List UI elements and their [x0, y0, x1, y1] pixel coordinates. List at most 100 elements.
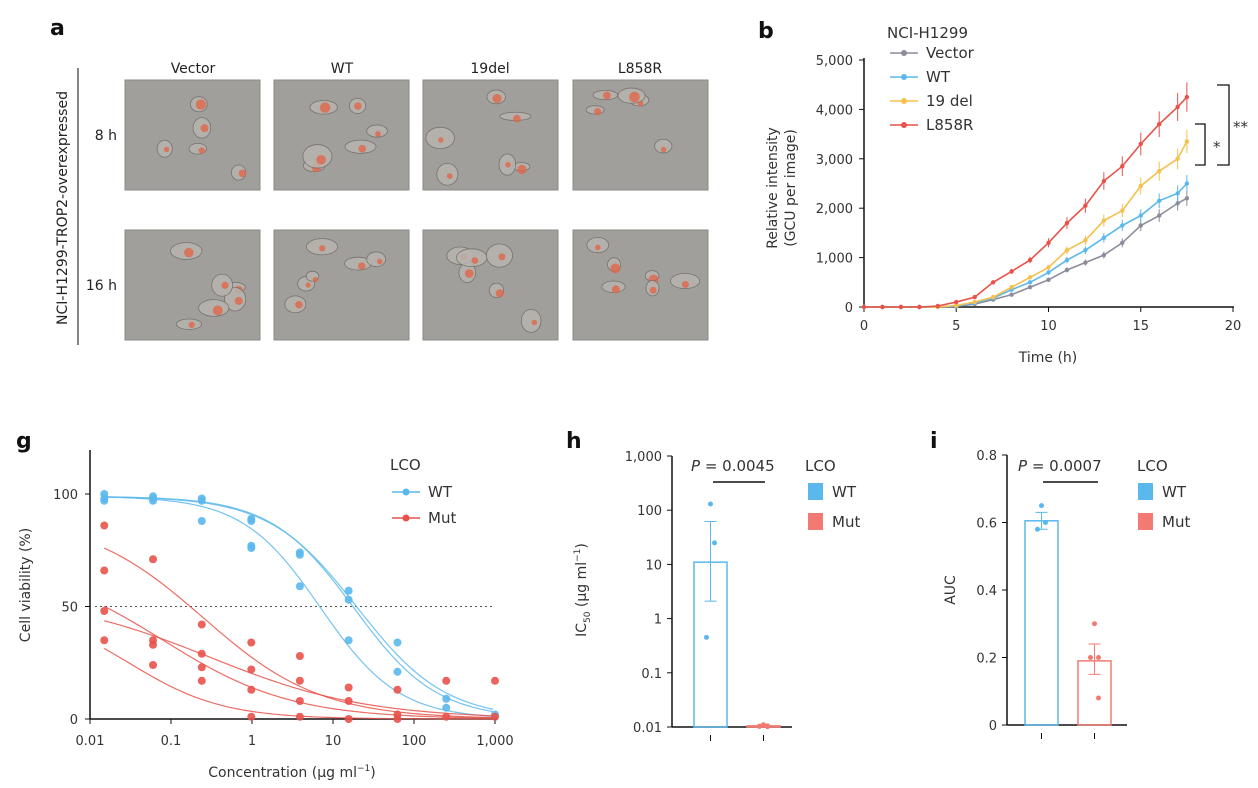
- x-tick-label-b: 0: [860, 319, 868, 334]
- data-point-mut: [197, 649, 206, 658]
- data-point-wt: [247, 544, 256, 552]
- red-fluorescence: [681, 281, 689, 289]
- data-point-mut: [295, 676, 304, 685]
- data-point-mut: [100, 566, 109, 575]
- data-point: [1157, 198, 1162, 203]
- legend-label: L858R: [926, 116, 973, 134]
- data-point: [1157, 168, 1162, 174]
- data-point-mut: [247, 638, 256, 647]
- red-fluorescence: [357, 262, 366, 270]
- y-tick-label: 1,000: [625, 450, 662, 465]
- y-axis-label-b-line2: (GCU per image): [783, 129, 799, 247]
- data-point: [1064, 267, 1070, 273]
- legend-label: WT: [832, 483, 857, 501]
- data-point: [1064, 220, 1070, 226]
- x-axis-label-g: Concentration (μg ml−1): [208, 764, 375, 781]
- data-point-mut: [247, 712, 256, 721]
- data-point-mut: [149, 640, 158, 649]
- y-axis-label-h-rest: (μg ml: [574, 562, 590, 612]
- y-tick-label: 0.1: [641, 667, 662, 682]
- data-point-mut: [197, 676, 206, 685]
- data-point: [990, 294, 996, 300]
- data-point: [1175, 201, 1180, 206]
- red-fluorescence: [531, 319, 538, 326]
- series-line-19del: [864, 141, 1188, 308]
- image-background: [273, 229, 410, 341]
- y-tick-label: 0: [989, 719, 997, 734]
- legend-marker: [901, 74, 907, 80]
- red-fluorescence: [446, 173, 453, 179]
- data-point-wt: [100, 496, 109, 505]
- data-point-wt: [149, 496, 158, 505]
- x-tick-label-g: 0.01: [76, 734, 105, 749]
- red-fluorescence: [498, 253, 506, 261]
- x-axis-label-g-main: Concentration (μg ml: [208, 765, 357, 781]
- data-point: [954, 299, 959, 305]
- red-fluorescence: [602, 91, 611, 100]
- data-point: [1009, 269, 1014, 274]
- data-point-mut: [295, 697, 304, 705]
- data-point: [898, 304, 904, 310]
- y-tick-label: 100: [637, 504, 662, 519]
- data-point: [1101, 252, 1107, 258]
- red-fluorescence: [660, 146, 667, 153]
- x-axis-label-g-end: ): [370, 765, 375, 781]
- data-point: [1088, 655, 1093, 660]
- red-fluorescence: [221, 281, 229, 289]
- red-fluorescence: [471, 257, 479, 264]
- cell: [302, 144, 333, 169]
- x-axis-label-g-sup: −1: [357, 764, 370, 774]
- data-point: [1092, 621, 1097, 627]
- red-fluorescence: [629, 91, 640, 103]
- data-point: [1035, 526, 1040, 532]
- y-tick-label: 0.6: [976, 517, 997, 532]
- data-point: [1120, 240, 1125, 245]
- data-point: [1138, 223, 1143, 228]
- panel-i: i AUC P = 0.0007 LCO 0 0.2 0.4 0.6 0.8 WT Mut: [930, 429, 1190, 739]
- data-point: [1096, 655, 1101, 660]
- y-tick-label: 0.2: [976, 652, 997, 667]
- legend-label: Mut: [428, 509, 456, 527]
- red-fluorescence: [212, 305, 223, 316]
- x-tick-label-g: 0.1: [161, 734, 182, 749]
- pvalue-h-text: = 0.0045: [700, 457, 775, 475]
- y-tick-label-b: 2,000: [816, 202, 853, 217]
- red-fluorescence: [316, 155, 326, 165]
- data-point-mut: [442, 712, 451, 721]
- x-tick-label-b: 20: [1225, 319, 1242, 334]
- x-axis-label-b: Time (h): [1018, 350, 1078, 366]
- legend-marker: [901, 50, 907, 56]
- data-point: [1083, 247, 1088, 253]
- legend-marker: [402, 488, 410, 496]
- panel-b: b NCI-H1299 Relative intensity (GCU per …: [758, 19, 1249, 366]
- data-point: [990, 280, 996, 285]
- data-point: [1096, 695, 1101, 701]
- data-point: [861, 304, 867, 310]
- data-point-wt: [344, 586, 353, 595]
- pvalue-h: P = 0.0045: [691, 457, 775, 475]
- red-fluorescence: [610, 263, 621, 274]
- data-point-mut: [491, 676, 499, 685]
- legend-label: Mut: [832, 513, 860, 531]
- data-point: [1039, 503, 1044, 509]
- data-point: [1120, 164, 1125, 169]
- legend-swatch-wt: [808, 483, 823, 500]
- data-point: [1138, 213, 1143, 218]
- data-point-wt: [197, 517, 206, 525]
- significance-outer: **: [1233, 118, 1249, 136]
- data-point: [1083, 260, 1088, 265]
- data-point-mut: [197, 620, 206, 629]
- y-tick-label-g: 100: [53, 488, 78, 503]
- legend-title-g: LCO: [390, 456, 421, 474]
- data-point: [1157, 122, 1162, 127]
- data-point: [761, 722, 766, 728]
- legend-swatch-mut: [1138, 513, 1153, 530]
- red-fluorescence: [184, 247, 194, 258]
- data-point: [880, 304, 885, 310]
- y-tick-label-b: 0: [845, 301, 853, 316]
- microscopy-image: [572, 79, 709, 191]
- data-point: [1184, 181, 1190, 186]
- data-point: [1009, 292, 1014, 297]
- series-line-vector: [864, 197, 1188, 308]
